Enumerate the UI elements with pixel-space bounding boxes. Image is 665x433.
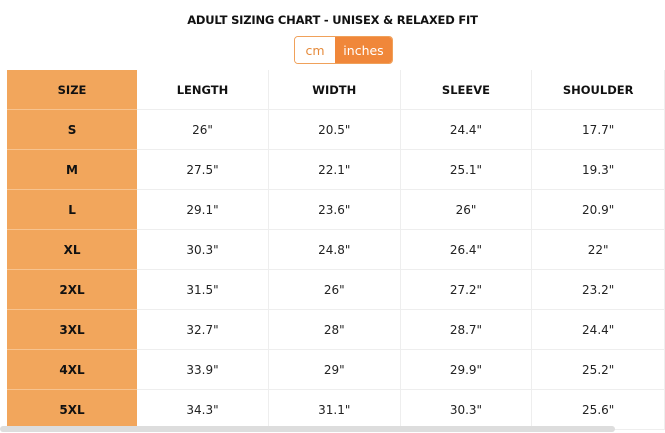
chart-title: ADULT SIZING CHART - UNISEX & RELAXED FI… (187, 13, 478, 27)
unit-inches-button[interactable]: inches (335, 37, 392, 63)
size-label: S (7, 109, 138, 150)
size-table: SIZE LENGTH WIDTH SLEEVE SHOULDER S 26" 20.5" 2… (7, 70, 665, 430)
cell-width: 20.5" (268, 109, 401, 150)
size-label: 5XL (7, 389, 138, 430)
table-row: XL 30.3" 24.8" 26.4" 22" (7, 229, 665, 270)
table-row: 3XL 32.7" 28" 28.7" 24.4" (7, 309, 665, 350)
size-label: L (7, 189, 138, 230)
cell-width: 29" (268, 349, 401, 390)
horizontal-scrollbar[interactable] (0, 426, 615, 432)
cell-length: 30.3" (137, 229, 269, 270)
header-row: SIZE LENGTH WIDTH SLEEVE SHOULDER (7, 70, 665, 110)
cell-sleeve: 25.1" (400, 149, 533, 190)
cell-sleeve: 27.2" (400, 269, 533, 310)
table-row: S 26" 20.5" 24.4" 17.7" (7, 109, 665, 150)
cell-length: 27.5" (137, 149, 269, 190)
size-label: XL (7, 229, 138, 270)
table-row: 2XL 31.5" 26" 27.2" 23.2" (7, 269, 665, 310)
cell-shoulder: 23.2" (531, 269, 665, 310)
cell-length: 26" (137, 109, 269, 150)
cell-length: 31.5" (137, 269, 269, 310)
cell-width: 26" (268, 269, 401, 310)
column-header-width: WIDTH (268, 70, 401, 110)
cell-width: 22.1" (268, 149, 401, 190)
cell-length: 32.7" (137, 309, 269, 350)
cell-sleeve: 28.7" (400, 309, 533, 350)
cell-shoulder: 20.9" (531, 189, 665, 230)
cell-shoulder: 25.2" (531, 349, 665, 390)
unit-cm-button[interactable]: cm (295, 37, 335, 63)
cell-sleeve: 26" (400, 189, 533, 230)
cell-length: 34.3" (137, 389, 269, 430)
table-row: M 27.5" 22.1" 25.1" 19.3" (7, 149, 665, 190)
cell-width: 24.8" (268, 229, 401, 270)
cell-shoulder: 17.7" (531, 109, 665, 150)
cell-shoulder: 24.4" (531, 309, 665, 350)
cell-sleeve: 30.3" (400, 389, 533, 430)
column-header-length: LENGTH (137, 70, 269, 110)
cell-sleeve: 24.4" (400, 109, 533, 150)
table-row: L 29.1" 23.6" 26" 20.9" (7, 189, 665, 230)
size-label: 3XL (7, 309, 138, 350)
size-label: 4XL (7, 349, 138, 390)
cell-shoulder: 19.3" (531, 149, 665, 190)
cell-shoulder: 22" (531, 229, 665, 270)
cell-sleeve: 26.4" (400, 229, 533, 270)
cell-width: 28" (268, 309, 401, 350)
cell-sleeve: 29.9" (400, 349, 533, 390)
cell-width: 31.1" (268, 389, 401, 430)
unit-toggle[interactable]: cm inches (294, 36, 393, 64)
cell-width: 23.6" (268, 189, 401, 230)
column-header-size: SIZE (7, 70, 138, 110)
size-label: M (7, 149, 138, 190)
table-row: 5XL 34.3" 31.1" 30.3" 25.6" (7, 389, 665, 430)
size-label: 2XL (7, 269, 138, 310)
table-row: 4XL 33.9" 29" 29.9" 25.2" (7, 349, 665, 390)
cell-length: 33.9" (137, 349, 269, 390)
cell-shoulder: 25.6" (531, 389, 665, 430)
cell-length: 29.1" (137, 189, 269, 230)
column-header-shoulder: SHOULDER (531, 70, 665, 110)
column-header-sleeve: SLEEVE (400, 70, 533, 110)
